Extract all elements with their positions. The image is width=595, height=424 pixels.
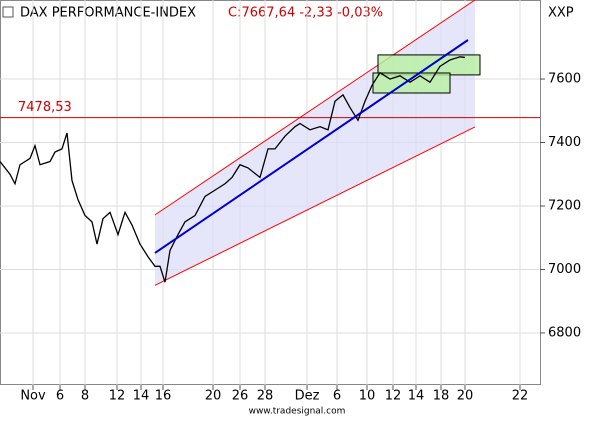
chart-title: DAX PERFORMANCE-INDEX xyxy=(20,6,196,21)
x-tick-label: 14 xyxy=(408,389,425,404)
y-tick-label: 7400 xyxy=(548,135,581,150)
y-tick-label: 6800 xyxy=(548,325,581,340)
symbol: XXP xyxy=(548,6,574,21)
channel-lower xyxy=(154,126,476,286)
x-tick-label: 22 xyxy=(512,389,529,404)
y-tick-label: 7000 xyxy=(548,262,581,277)
level-label: 7478,53 xyxy=(18,100,72,115)
x-tick-label: 6 xyxy=(56,389,64,404)
x-tick-label: 14 xyxy=(133,389,150,404)
x-tick-label: 28 xyxy=(257,389,274,404)
y-tick-label: 7200 xyxy=(548,198,581,213)
x-tick-label: 6 xyxy=(333,389,341,404)
channel-upper xyxy=(154,0,476,216)
x-tick-label: 18 xyxy=(433,389,450,404)
x-tick-label: 8 xyxy=(81,389,89,404)
x-tick-label: 16 xyxy=(155,389,172,404)
quote: C:7667,64 -2,33 -0,03% xyxy=(228,6,383,21)
x-tick-label: 20 xyxy=(457,389,474,404)
x-tick-label: Nov xyxy=(20,389,46,404)
x-tick-label: 20 xyxy=(205,389,222,404)
x-tick-label: Dez xyxy=(295,389,320,404)
x-tick-label: 10 xyxy=(359,389,376,404)
window-icon xyxy=(2,6,14,18)
price-line xyxy=(0,56,466,283)
x-tick-label: 26 xyxy=(232,389,249,404)
x-tick-label: 12 xyxy=(109,389,126,404)
y-tick-label: 7600 xyxy=(548,72,581,87)
x-tick-label: 12 xyxy=(385,389,402,404)
regression-line xyxy=(154,39,469,254)
footer: www.tradesignal.com xyxy=(249,407,346,417)
